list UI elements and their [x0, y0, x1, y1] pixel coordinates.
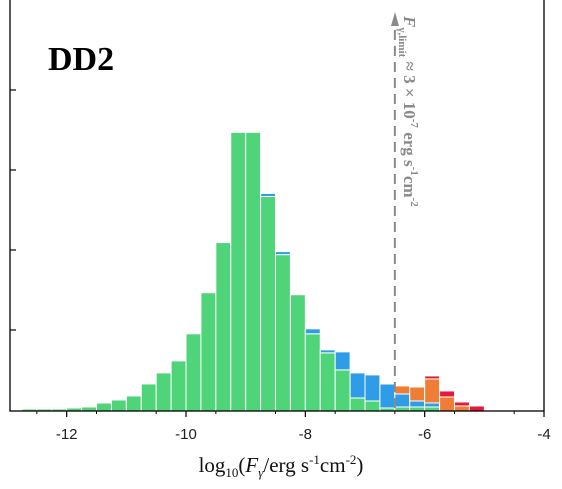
x-tick-label: -10	[175, 426, 197, 443]
x-tick-label: -12	[56, 426, 78, 443]
histogram-bar	[304, 328, 321, 335]
histogram-bar	[275, 251, 291, 256]
histogram-bar	[319, 352, 336, 412]
histogram-bar	[260, 195, 277, 412]
xlab-close: )	[356, 453, 364, 477]
histogram-bar	[439, 396, 456, 412]
histogram-bar	[424, 402, 441, 408]
x-axis-label: log10(Fγ/erg s-1cm-2)	[0, 452, 562, 481]
histogram-bar	[424, 378, 441, 404]
histogram-bar	[319, 349, 336, 354]
histogram-bars	[21, 131, 485, 412]
histogram-bar	[275, 254, 291, 412]
histogram-bar	[96, 402, 112, 412]
histogram-bar	[409, 385, 426, 388]
x-tick-label: -6	[418, 426, 431, 443]
histogram-bar	[185, 333, 202, 412]
histogram-bar	[334, 351, 351, 371]
histogram-bar	[394, 385, 411, 395]
xlab-flux: F	[245, 453, 259, 477]
histogram-bar	[125, 395, 142, 412]
histogram-bar	[394, 393, 411, 408]
plot-frame	[9, 0, 545, 412]
histogram-bar	[140, 383, 157, 412]
histogram-bar	[468, 405, 485, 412]
histogram-bar	[334, 369, 351, 412]
histogram-bar	[304, 333, 321, 412]
histogram-bar	[439, 390, 456, 398]
histogram-bar	[409, 386, 426, 402]
xlab-exp1: -1	[309, 452, 320, 467]
limit-unit1: erg s	[400, 128, 419, 167]
histogram-bar	[379, 382, 396, 385]
histogram-bar	[349, 372, 366, 399]
histogram-bar	[245, 131, 262, 412]
limit-exp2: -1	[408, 167, 420, 176]
xlab-gamma: γ	[258, 465, 264, 481]
histogram-bar	[424, 375, 441, 380]
x-tick-label: -4	[537, 426, 550, 443]
histogram-bar	[454, 401, 470, 407]
xlab-exp2: -2	[345, 452, 357, 467]
histogram-bar	[170, 360, 187, 412]
xlab-unit1: /erg s	[263, 453, 310, 477]
xlab-open: (	[238, 453, 246, 477]
limit-subscript: γ,limit	[396, 26, 408, 57]
histogram-bar	[200, 292, 217, 412]
histogram-bar	[289, 294, 306, 412]
xlab-log: log	[198, 453, 226, 477]
x-tick-label: -8	[299, 426, 312, 443]
limit-approx: ≈ 3 × 10	[400, 57, 419, 119]
x-tick-labels: -12 -10 -8 -6 -4	[56, 426, 551, 443]
xlab-base: 10	[225, 465, 239, 481]
histogram-bar	[215, 242, 232, 412]
histogram-bar	[364, 374, 381, 402]
histogram-bar	[110, 399, 127, 412]
histogram-bar	[155, 372, 172, 412]
histogram-bar	[379, 383, 396, 409]
histogram-bar	[230, 131, 247, 412]
histogram-bar	[349, 397, 366, 412]
flux-limit-arrowhead	[391, 12, 399, 26]
panel-label: DD2	[48, 41, 114, 78]
histogram-bar	[409, 400, 426, 408]
histogram-bar	[454, 405, 470, 412]
histogram-bar	[260, 192, 277, 197]
limit-symbol: F	[400, 15, 419, 28]
histogram-bar	[364, 400, 381, 412]
limit-unit2: cm	[400, 176, 419, 198]
xlab-unit2: cm	[319, 453, 346, 477]
axis-ticks	[10, 89, 545, 417]
limit-exp: -7	[408, 119, 420, 129]
flux-limit-annotation: Fγ,limit ≈ 3 × 10-7 erg s-1cm-2	[396, 15, 420, 207]
limit-exp3: -2	[408, 198, 420, 208]
